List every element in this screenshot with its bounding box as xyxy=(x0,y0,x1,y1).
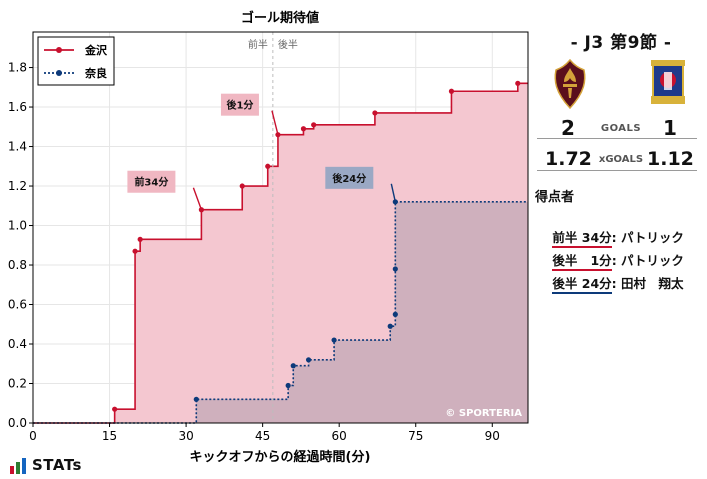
divider-line xyxy=(537,138,697,139)
data-point xyxy=(290,363,296,369)
data-point xyxy=(112,406,118,412)
x-tick-label: 90 xyxy=(485,429,500,443)
x-tick-label: 45 xyxy=(255,429,270,443)
legend-label-home: 金沢 xyxy=(84,43,108,57)
x-tick-label: 60 xyxy=(332,429,347,443)
data-point xyxy=(515,80,521,86)
legend: 金沢 奈良 xyxy=(37,36,115,86)
y-tick-label: 0.6 xyxy=(8,298,27,312)
scorer-sep: : xyxy=(611,276,617,291)
scorer-time: 後半 24分 xyxy=(552,276,612,294)
scorers-title: 得点者 xyxy=(535,190,575,205)
stats-logo-icon xyxy=(10,458,26,474)
home-goals: 2 xyxy=(561,116,575,140)
annotation-leader xyxy=(390,183,397,202)
legend-marker-home xyxy=(56,47,62,53)
y-tick-label: 1.0 xyxy=(8,219,27,233)
annotation-leader xyxy=(271,110,279,135)
data-point xyxy=(387,323,393,329)
plot-frame xyxy=(32,31,529,424)
x-tick-label: 0 xyxy=(29,429,37,443)
x-axis-ticks: 0 15 30 45 60 75 90 xyxy=(29,423,500,443)
data-point xyxy=(331,337,337,343)
y-tick-label: 0.0 xyxy=(8,416,27,430)
half-divider: 前半 後半 xyxy=(248,32,298,423)
x-tick-label: 75 xyxy=(408,429,423,443)
data-point xyxy=(305,357,312,363)
scorer-name: 田村 翔太 xyxy=(616,276,684,291)
stats-brand: STATs xyxy=(32,456,82,474)
series-areas xyxy=(33,83,528,423)
y-tick-label: 0.8 xyxy=(8,258,27,272)
data-point xyxy=(448,88,455,94)
annotation-box xyxy=(127,170,176,193)
match-panel: - J3 第9節 - 2 GOALS 1 1.72 xGOALS 1.12 得点… xyxy=(535,0,707,479)
match-title: - J3 第9節 - xyxy=(570,33,672,53)
away-goals: 1 xyxy=(663,116,677,140)
annotation-label: 前34分 xyxy=(134,176,168,189)
annotation-box xyxy=(325,166,374,189)
annotation-label: 後24分 xyxy=(332,172,366,185)
data-point xyxy=(392,311,398,317)
legend-marker-away xyxy=(56,70,62,76)
scorer-row: 後半 24分: 田村 翔太 xyxy=(535,258,684,307)
scorer-name: パトリック xyxy=(616,230,684,245)
y-tick-label: 1.6 xyxy=(8,100,27,114)
second-half-label: 後半 xyxy=(278,38,298,51)
data-point xyxy=(137,236,143,242)
data-point xyxy=(239,183,245,189)
y-tick-label: 1.4 xyxy=(8,140,27,154)
home-xg: 1.72 xyxy=(545,148,592,170)
home-crest-icon xyxy=(554,58,586,110)
data-point xyxy=(132,248,138,254)
annotation-box xyxy=(220,93,259,116)
y-tick-label: 0.4 xyxy=(8,337,27,351)
y-tick-label: 0.2 xyxy=(8,377,27,391)
annotation-label: 後1分 xyxy=(226,99,253,112)
y-tick-label: 1.2 xyxy=(8,179,27,193)
data-point xyxy=(311,122,317,128)
scorer-time: 前半 34分 xyxy=(552,230,612,248)
y-tick-label: 1.8 xyxy=(8,61,27,75)
watermark: © SPORTERIA xyxy=(445,408,522,419)
y-axis-ticks: 0.0 0.2 0.4 0.6 0.8 1.0 1.2 1.4 1.6 1.8 xyxy=(8,61,33,430)
annotation-leader xyxy=(192,187,203,210)
scorer-row: 後半 1分: パトリック xyxy=(535,235,684,284)
goals-label: GOALS xyxy=(600,123,642,134)
legend-label-away: 奈良 xyxy=(84,66,107,80)
series-area xyxy=(33,201,528,423)
scorer-time: 後半 1分 xyxy=(552,253,612,271)
first-half-label: 前半 xyxy=(248,38,268,51)
x-tick-label: 15 xyxy=(102,429,117,443)
score-row: 2 GOALS 1 xyxy=(535,116,707,142)
data-point xyxy=(392,266,398,272)
data-point xyxy=(265,163,271,169)
divider-line xyxy=(537,170,697,171)
chart-title: ゴール期待値 xyxy=(241,10,319,26)
xg-label: xGOALS xyxy=(598,154,644,165)
data-point xyxy=(285,382,291,389)
x-tick-label: 30 xyxy=(178,429,193,443)
legend-box xyxy=(37,36,115,86)
away-xg: 1.12 xyxy=(647,148,694,170)
scorer-sep: : xyxy=(611,230,617,245)
x-axis-label: キックオフからの経過時間(分) xyxy=(190,449,371,465)
data-point xyxy=(372,110,378,116)
scorer-name: パトリック xyxy=(616,253,684,268)
scorer-sep: : xyxy=(611,253,617,268)
xg-row: 1.72 xGOALS 1.12 xyxy=(535,148,707,174)
series-points xyxy=(112,80,521,412)
data-point xyxy=(300,126,307,132)
scorer-row: 前半 34分: パトリック xyxy=(535,212,684,261)
data-point xyxy=(193,396,199,402)
away-crest-icon xyxy=(651,60,685,104)
